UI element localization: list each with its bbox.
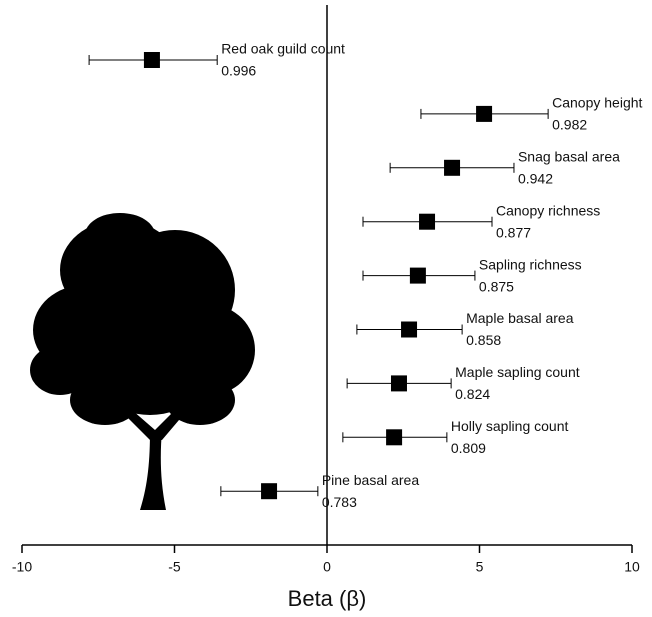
x-tick-label: 5 [476,559,484,575]
row-label: Holly sapling count [451,418,569,434]
point-marker [391,375,407,391]
point-marker [261,483,277,499]
point-marker [419,214,435,230]
point-marker [401,322,417,338]
row-score: 0.942 [518,171,553,187]
row-score: 0.809 [451,440,486,456]
row-score: 0.982 [552,117,587,133]
chart: -10 -5 0 5 10 Beta (β) Red oak guild count 0.99… [0,0,652,617]
row-score: 0.858 [466,332,501,348]
row-score: 0.824 [455,386,490,402]
row-score: 0.783 [322,494,357,510]
row-label: Sapling richness [479,256,582,272]
row-label: Canopy richness [496,202,600,218]
row-label: Maple sapling count [455,364,580,380]
point-marker [444,160,460,176]
row-score: 0.996 [221,63,256,79]
point-marker [410,268,426,284]
x-tick-label: -5 [168,559,181,575]
x-axis-label: Beta (β) [288,586,367,611]
row-label: Red oak guild count [221,41,345,57]
point-marker [144,52,160,68]
x-tick-label: -10 [12,559,32,575]
row-label: Snag basal area [518,149,620,165]
row-label: Pine basal area [322,472,420,488]
x-tick-label: 0 [323,559,331,575]
row-label: Canopy height [552,95,642,111]
tree-silhouette [30,213,255,510]
row-score: 0.875 [479,278,514,294]
row-score: 0.877 [496,224,531,240]
x-tick-label: 10 [624,559,640,575]
point-marker [386,429,402,445]
row-label: Maple basal area [466,310,574,326]
point-marker [476,106,492,122]
